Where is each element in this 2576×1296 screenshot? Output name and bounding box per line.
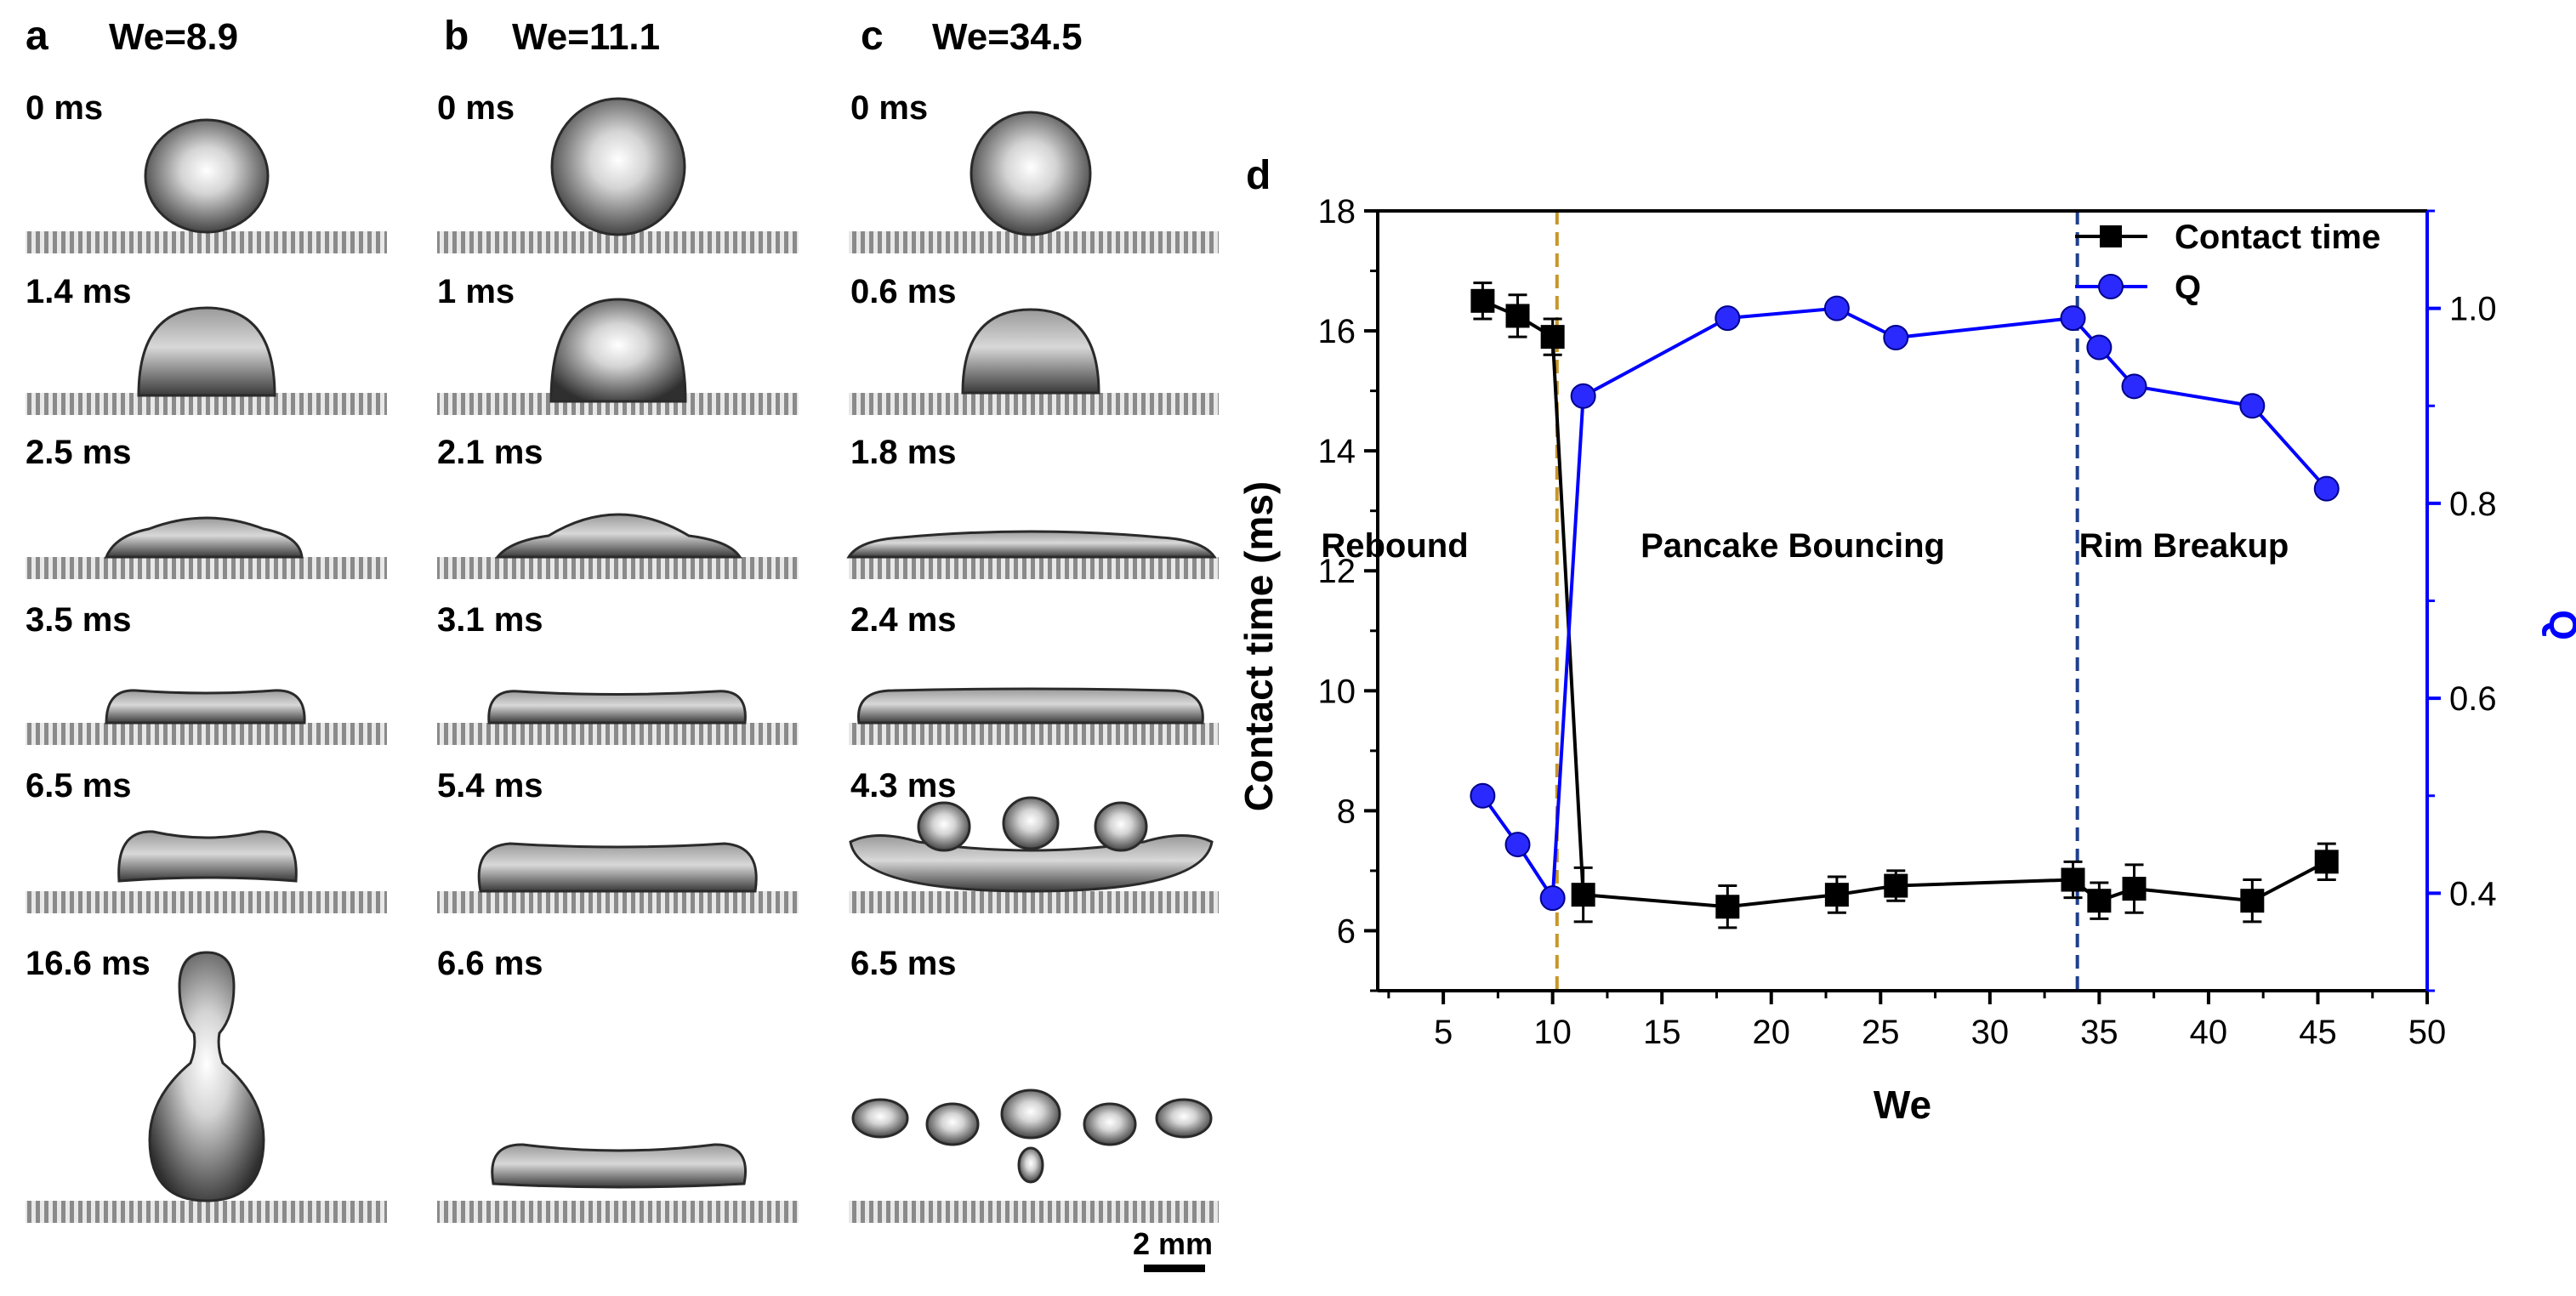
q-point: [2239, 393, 2266, 419]
time-label: 4.3 ms: [850, 767, 957, 804]
y-left-tick-label: 14: [1318, 433, 1356, 470]
time-label: 0 ms: [437, 89, 515, 127]
series-contact-time: [1470, 281, 2339, 929]
series-q: [1470, 295, 2340, 912]
chart-legend: Contact time Q: [2075, 219, 2380, 306]
contact-time-point: [2240, 889, 2265, 913]
contact-time-point: [1470, 288, 1495, 313]
chart-axes: 5 10 15 20 25 30 35 40 45 50 6 8 10 12 14 16 18 0.4 0.6 0.8…: [1318, 193, 2497, 1051]
q-point: [1504, 832, 1531, 858]
q-point: [2313, 475, 2340, 502]
time-label: 2.1 ms: [437, 434, 543, 471]
contact-time-point: [2087, 889, 2112, 913]
y-left-tick-label: 10: [1318, 673, 1356, 710]
time-label: 0 ms: [26, 89, 103, 127]
y-left-tick-label: 8: [1337, 793, 1356, 830]
q-point: [2060, 305, 2086, 332]
q-point: [2086, 334, 2113, 361]
substrate-strips: [26, 231, 1219, 1223]
y-right-tick-label: 0.4: [2449, 875, 2497, 912]
time-label: 6.5 ms: [850, 945, 957, 982]
time-label: 6.6 ms: [437, 945, 543, 982]
scale-bar: 2 mm: [1133, 1226, 1213, 1272]
y-axis-label-right: Q: [2541, 610, 2576, 640]
time-label: 0.6 ms: [850, 273, 957, 310]
y-axis-label-left: Contact time (ms): [1237, 481, 1281, 811]
contact-time-point: [1715, 895, 1740, 919]
contact-time-point: [1824, 883, 1849, 907]
scale-bar-line: [1144, 1265, 1205, 1272]
legend-marker-q: [2098, 274, 2124, 299]
q-line: [1481, 306, 2329, 904]
y-left-tick-label: 12: [1318, 553, 1356, 590]
legend-marker-contact-time: [2100, 225, 2122, 247]
time-label: 1.4 ms: [26, 273, 132, 310]
contact-time-point: [1505, 304, 1530, 328]
time-label: 1.8 ms: [850, 434, 957, 471]
droplets-panel-c: [846, 111, 1217, 1184]
time-label: 5.4 ms: [437, 767, 543, 804]
chart-panel-letter: d: [1246, 153, 1271, 198]
region-label-pancake-bouncing: Pancake Bouncing: [1641, 527, 1945, 565]
panel-b-weber: We=11.1: [512, 16, 660, 58]
q-point: [2121, 373, 2147, 400]
panel-b-letter: b: [444, 14, 469, 59]
contact-time-point: [2061, 867, 2085, 892]
x-tick-label: 20: [1753, 1014, 1791, 1051]
legend-label-q: Q: [2175, 269, 2201, 306]
time-label: 2.5 ms: [26, 434, 132, 471]
x-tick-label: 35: [2080, 1014, 2118, 1051]
time-label: 6.5 ms: [26, 767, 132, 804]
q-point: [1714, 305, 1741, 332]
contact-time-point: [2314, 850, 2339, 874]
time-label: 3.5 ms: [26, 601, 132, 639]
droplets-panel-b: [477, 97, 758, 1189]
y-right-tick-label: 1.0: [2449, 291, 2497, 328]
droplets-panel-a: [104, 118, 306, 1202]
panel-a-weber: We=8.9: [109, 16, 238, 58]
x-tick-label: 25: [1862, 1014, 1900, 1051]
x-tick-label: 30: [1971, 1014, 2010, 1051]
y-left-tick-label: 16: [1318, 313, 1356, 350]
contact-time-point: [2122, 877, 2147, 901]
time-label: 0 ms: [850, 89, 928, 127]
region-labels: Rebound Pancake Bouncing Rim Breakup: [1321, 527, 2289, 565]
contact-time-line: [1481, 298, 2328, 909]
y-left-tick-label: 18: [1318, 193, 1356, 230]
q-point: [1539, 885, 1566, 912]
region-label-rebound: Rebound: [1321, 527, 1468, 565]
q-point: [1823, 295, 1850, 321]
time-label: 2.4 ms: [850, 601, 957, 639]
time-label: 3.1 ms: [437, 601, 543, 639]
x-tick-label: 10: [1533, 1014, 1572, 1051]
x-tick-label: 40: [2190, 1014, 2228, 1051]
x-tick-label: 5: [1434, 1014, 1453, 1051]
contact-time-point: [1540, 325, 1565, 350]
region-label-rim-breakup: Rim Breakup: [2079, 527, 2289, 565]
q-point: [1883, 325, 1909, 351]
time-label: 1 ms: [437, 273, 515, 310]
y-right-tick-label: 0.6: [2449, 680, 2497, 718]
q-point: [1570, 383, 1596, 409]
legend-label-contact-time: Contact time: [2175, 219, 2380, 256]
photo-panels: a We=8.9 b We=11.1 c We=34.5 0 ms 1.4 ms…: [26, 14, 1219, 1272]
x-axis-label: We: [1874, 1083, 1931, 1127]
y-right-tick-label: 0.8: [2449, 486, 2497, 523]
y-left-tick-label: 6: [1337, 912, 1356, 950]
panel-c-letter: c: [861, 14, 884, 59]
x-tick-label: 15: [1643, 1014, 1681, 1051]
q-point: [1470, 782, 1496, 809]
scale-bar-label: 2 mm: [1133, 1226, 1213, 1261]
panel-a-letter: a: [26, 14, 48, 59]
panel-c-weber: We=34.5: [932, 16, 1083, 58]
chart-panel-d: d Rebound Pancake Bouncing Rim Breakup 5…: [1237, 153, 2576, 1127]
x-tick-label: 45: [2299, 1014, 2337, 1051]
x-tick-label: 50: [2408, 1014, 2447, 1051]
contact-time-point: [1571, 883, 1595, 907]
time-label: 16.6 ms: [26, 945, 151, 982]
contact-time-point: [1884, 873, 1908, 898]
